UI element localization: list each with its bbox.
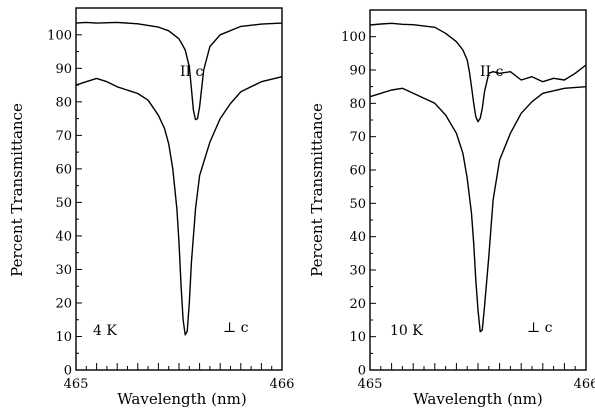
y-axis-label: Percent Transmittance <box>8 103 26 277</box>
perpendicular-c-label: ⊥ c <box>527 320 553 336</box>
x-tick-label: 466 <box>574 377 595 392</box>
y-tick-labels: 0 10 20 30 40 50 60 70 80 90 100 <box>47 28 72 378</box>
y-tick-label: 90 <box>349 64 366 79</box>
y-tick-label: 100 <box>341 30 366 45</box>
y-tick-label: 0 <box>358 364 366 379</box>
series-line-parallel-c <box>75 21 283 121</box>
series-line-perpendicular-c <box>75 76 283 336</box>
panel-4k: 0 10 20 30 40 50 60 70 80 90 100 465 466 Percent Tr… <box>8 7 295 408</box>
y-tick-label: 40 <box>349 230 366 245</box>
y-tick-label: 10 <box>349 330 366 345</box>
y-tick-label: 90 <box>55 62 72 77</box>
perpendicular-c-label: ⊥ c <box>223 320 249 336</box>
x-tick-label: 466 <box>270 377 295 392</box>
y-tick-label: 60 <box>349 164 366 179</box>
y-tick-label: 70 <box>349 130 366 145</box>
x-tick-label: 465 <box>64 377 89 392</box>
plot-frame <box>75 7 283 371</box>
y-tick-label: 60 <box>55 162 72 177</box>
y-tick-label: 10 <box>55 330 72 345</box>
y-tick-label: 80 <box>349 97 366 112</box>
x-tick-labels: 465 466 <box>64 377 295 392</box>
series-line-parallel-c <box>369 22 587 123</box>
y-axis-label: Percent Transmittance <box>308 103 326 277</box>
y-tick-labels: 0 10 20 30 40 50 60 70 80 90 100 <box>341 30 366 378</box>
series-group <box>369 22 587 333</box>
y-tick-label: 80 <box>55 95 72 110</box>
y-tick-label: 100 <box>47 28 72 43</box>
x-ticks <box>75 363 283 370</box>
x-tick-label: 465 <box>358 377 383 392</box>
y-tick-label: 20 <box>349 297 366 312</box>
parallel-c-label: II c <box>180 64 204 80</box>
y-tick-label: 30 <box>55 263 72 278</box>
series-group <box>75 21 283 336</box>
y-tick-label: 30 <box>349 264 366 279</box>
y-tick-label: 50 <box>55 196 72 211</box>
y-tick-label: 50 <box>349 197 366 212</box>
panel-10k: 0 10 20 30 40 50 60 70 80 90 100 465 466 Percent Tr… <box>308 9 595 408</box>
y-tick-label: 70 <box>55 129 72 144</box>
y-tick-label: 40 <box>55 229 72 244</box>
x-axis-label: Wavelength (nm) <box>117 390 246 408</box>
y-tick-label: 0 <box>64 364 72 379</box>
x-axis-label: Wavelength (nm) <box>413 390 542 408</box>
temperature-label: 4 K <box>93 323 117 339</box>
parallel-c-label: II c <box>480 64 504 80</box>
series-line-perpendicular-c <box>369 86 587 333</box>
y-tick-label: 20 <box>55 296 72 311</box>
x-tick-labels: 465 466 <box>358 377 595 392</box>
temperature-label: 10 K <box>390 323 423 339</box>
x-ticks <box>369 363 587 370</box>
y-ticks <box>370 36 376 371</box>
